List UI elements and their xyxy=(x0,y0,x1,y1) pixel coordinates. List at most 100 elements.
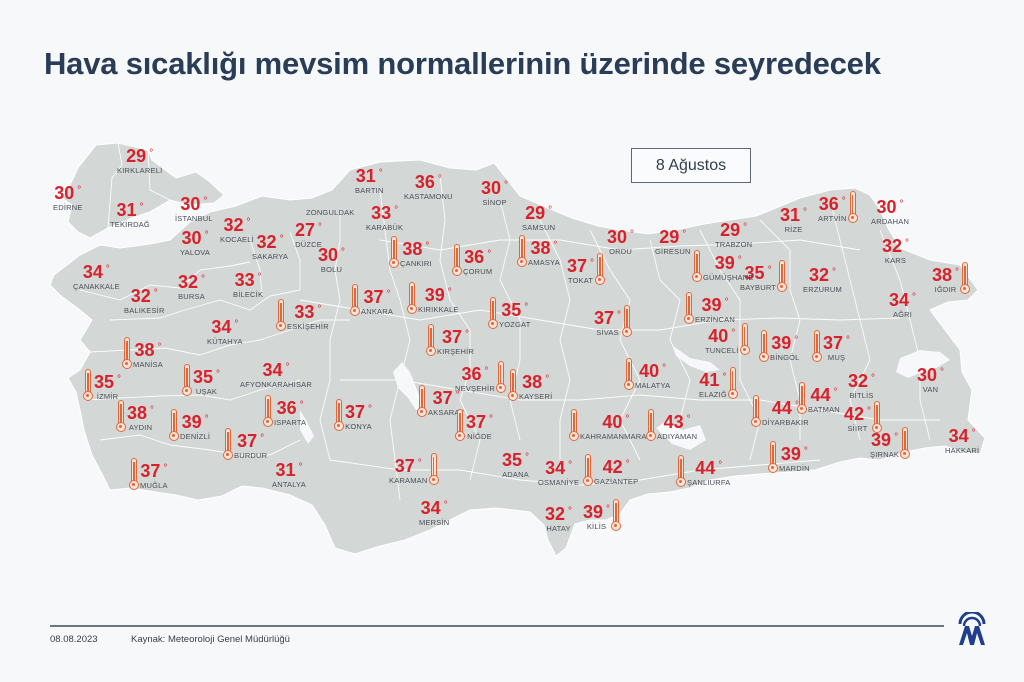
city-label: 36 ° ISPARTA xyxy=(262,395,306,427)
city-label: 36 ° KASTAMONU xyxy=(404,173,453,201)
city-label: 37 ° AKSARAY xyxy=(416,385,464,417)
degree-symbol: ° xyxy=(912,292,917,303)
degree-symbol: ° xyxy=(394,205,399,216)
city-label: 34 ° AFYONKARAHİSAR xyxy=(240,361,312,389)
city-name: NİĞDE xyxy=(467,432,492,441)
degree-symbol: ° xyxy=(246,217,251,228)
city-temperature: 35 ° xyxy=(94,372,122,392)
city-temperature: 32 ° xyxy=(130,286,158,306)
city-temperature: 32 ° xyxy=(848,371,876,391)
city-name: TRABZON xyxy=(715,240,753,249)
city-temperature: 39 ° xyxy=(701,295,729,315)
city-name: KASTAMONU xyxy=(404,192,453,201)
degree-symbol: ° xyxy=(465,329,470,340)
city-label: 32 ° BALIKESİR xyxy=(124,287,165,315)
degree-symbol: ° xyxy=(447,287,452,298)
degree-symbol: ° xyxy=(341,247,346,258)
city-temperature: 42 ° xyxy=(844,404,872,424)
city-name: İSTANBUL xyxy=(175,214,213,223)
thermometer-icon xyxy=(692,250,702,282)
city-name: AYDIN xyxy=(128,423,153,432)
city-name: MARDİN xyxy=(779,464,810,473)
city-temperature: 32 ° xyxy=(178,272,206,292)
city-temperature: 32 ° xyxy=(808,265,836,285)
thermometer-icon xyxy=(751,395,761,427)
thermometer-icon xyxy=(900,427,911,459)
city-label: 41 ° ELAZIĞ xyxy=(699,367,739,399)
city-name: KIRKLARELİ xyxy=(117,166,163,175)
thermometer-icon xyxy=(676,455,686,487)
thermometer-icon xyxy=(426,324,436,356)
city-name: EDİRNE xyxy=(53,203,83,212)
degree-symbol: ° xyxy=(216,369,221,380)
city-label: 39 ° ŞIRNAK xyxy=(870,427,911,459)
city-label: 37 ° NİĞDE xyxy=(454,409,493,441)
city-temperature: 39 ° xyxy=(780,444,808,464)
degree-symbol: ° xyxy=(386,289,391,300)
city-temperature: 30 ° xyxy=(917,365,945,385)
degree-symbol: ° xyxy=(940,367,945,378)
city-temperature: 38 ° xyxy=(134,340,162,360)
degree-symbol: ° xyxy=(489,414,494,425)
city-temperature: 38 ° xyxy=(522,372,550,392)
city-temperature: 32 ° xyxy=(223,215,251,235)
city-label: 38 ° IĞDIR xyxy=(932,262,971,294)
city-temperature: 37 ° xyxy=(594,308,622,328)
city-temperature: 34 ° xyxy=(82,262,110,282)
city-name: SİİRT xyxy=(847,424,868,433)
city-label: 32 ° KOCAELİ xyxy=(220,216,254,244)
thermometer-icon xyxy=(263,395,273,427)
degree-symbol: ° xyxy=(545,374,550,385)
city-temperature: 36 ° xyxy=(276,398,304,418)
thermometer-icon xyxy=(495,361,506,393)
city-name: MALATYA xyxy=(635,381,671,390)
city-label: 32 ° HATAY xyxy=(545,505,572,533)
city-name: KAYSERİ xyxy=(519,392,553,401)
thermometer-icon xyxy=(129,458,139,490)
city-label: 35 ° YOZGAT xyxy=(487,297,530,329)
city-name: SAKARYA xyxy=(252,252,289,261)
thermometer-icon xyxy=(777,260,788,292)
city-name: HATAY xyxy=(546,524,571,533)
city-name: KIRIKKALE xyxy=(418,305,459,314)
degree-symbol: ° xyxy=(378,168,383,179)
city-temperature: 33 ° xyxy=(234,270,262,290)
city-label: 34 ° OSMANİYE xyxy=(538,459,579,487)
city-label: 35 ° ADANA xyxy=(502,451,529,479)
thermometer-icon xyxy=(624,358,634,390)
city-label: 30 ° BOLU xyxy=(318,246,345,274)
city-label: 39 ° KIRIKKALE xyxy=(406,282,459,314)
degree-symbol: ° xyxy=(767,265,772,276)
degree-symbol: ° xyxy=(484,366,489,377)
city-label: 40 ° TUNCELİ xyxy=(705,323,751,355)
city-temperature: 30 ° xyxy=(180,194,208,214)
degree-symbol: ° xyxy=(105,264,110,275)
degree-symbol: ° xyxy=(417,458,422,469)
city-name: ÇANAKKALE xyxy=(73,282,120,291)
thermometer-icon xyxy=(595,253,606,285)
thermometer-icon xyxy=(83,369,93,401)
city-temperature: 39 ° xyxy=(714,253,742,273)
city-temperature: 31 ° xyxy=(355,166,383,186)
city-temperature: 40 ° xyxy=(708,326,736,346)
city-name: ANTALYA xyxy=(272,480,306,489)
city-label: 27 ° DÜZCE xyxy=(295,221,322,249)
degree-symbol: ° xyxy=(568,506,573,517)
city-label: 31 ° BARTIN xyxy=(355,167,384,195)
city-label: 36 ° ARTVİN xyxy=(818,191,859,223)
city-label: 37 ° MUŞ xyxy=(811,330,850,362)
city-label: 36 ° NEVŞEHİR xyxy=(455,361,507,393)
lake-keban xyxy=(672,345,720,372)
city-temperature: 34 ° xyxy=(420,498,448,518)
thermometer-icon xyxy=(583,454,593,486)
degree-symbol: ° xyxy=(724,297,729,308)
degree-symbol: ° xyxy=(846,335,851,346)
thermometer-icon xyxy=(428,453,439,485)
degree-symbol: ° xyxy=(590,258,595,269)
city-temperature: 33 ° xyxy=(294,302,322,322)
city-temperature: 30 ° xyxy=(481,178,509,198)
city-name: DİYARBAKIR xyxy=(762,418,809,427)
city-name: MERSİN xyxy=(419,518,450,527)
city-name: UŞAK xyxy=(195,387,218,396)
city-name: NEVŞEHİR xyxy=(455,384,495,393)
